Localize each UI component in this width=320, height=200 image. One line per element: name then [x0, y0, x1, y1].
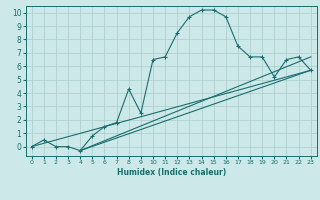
X-axis label: Humidex (Indice chaleur): Humidex (Indice chaleur): [116, 168, 226, 177]
